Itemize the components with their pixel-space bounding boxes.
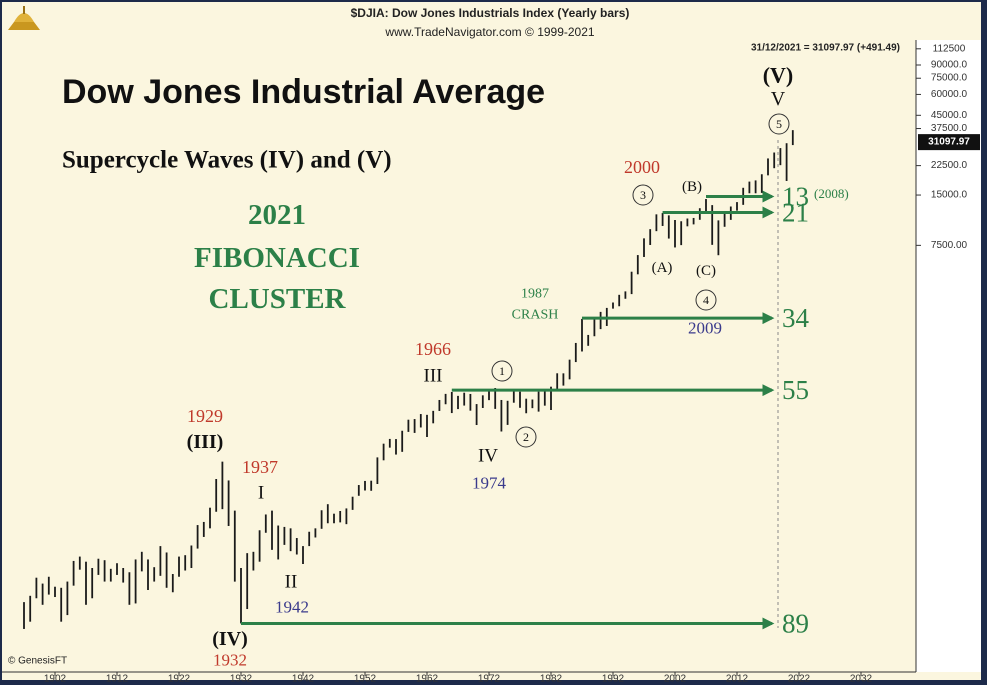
callout: 2021	[248, 199, 306, 231]
annotation: 1932	[213, 651, 247, 670]
annotation: 2009	[688, 319, 722, 338]
y-tick-label: 15000.0	[931, 190, 968, 201]
source: www.TradeNavigator.com © 1999-2021	[384, 25, 594, 39]
fib-label: 21	[782, 197, 809, 227]
credit: © GenesisFT	[8, 656, 67, 667]
annotation: IV	[478, 446, 498, 467]
x-tick-label: 1992	[602, 674, 625, 685]
callout: FIBONACCI	[194, 242, 360, 274]
y-tick-label: 90000.0	[931, 59, 968, 70]
last-value-box	[918, 134, 980, 151]
fib-note: (2008)	[814, 186, 849, 201]
annotation: 1966	[415, 339, 451, 359]
annotation: 1929	[187, 406, 223, 426]
annotation: III	[424, 366, 443, 387]
annotation: 4	[703, 293, 709, 307]
wave-circle	[515, 426, 537, 448]
x-tick-label: 1902	[44, 674, 67, 685]
last-quote: 31/12/2021 = 31097.97 (+491.49)	[751, 43, 900, 54]
x-tick-label: 2022	[788, 674, 811, 685]
annotation: 5	[776, 117, 782, 131]
annotation: 1987	[521, 287, 549, 302]
fib-label: 13	[782, 182, 809, 212]
wave-circle	[632, 184, 654, 206]
x-tick-label: 1932	[230, 674, 253, 685]
annotation: (IV)	[212, 628, 248, 650]
chart-title: Dow Jones Industrial Average	[62, 73, 545, 111]
x-tick-label: 2012	[726, 674, 749, 685]
wave-circle	[491, 360, 513, 382]
y-tick-label: 60000.0	[931, 89, 968, 100]
subtitle: Supercycle Waves (IV) and (V)	[62, 147, 392, 174]
annotation: 1937	[242, 457, 278, 477]
wave-circle	[768, 113, 790, 135]
annotation: II	[285, 572, 298, 593]
annotation: 1974	[472, 474, 507, 493]
x-tick-label: 1942	[292, 674, 315, 685]
fib-label: 55	[782, 375, 809, 405]
annotation: V	[771, 88, 786, 110]
x-tick-label: 1952	[354, 674, 377, 685]
y-tick-label: 45000.0	[931, 110, 968, 121]
x-tick-label: 1922	[168, 674, 191, 685]
annotation: I	[258, 483, 264, 504]
logo	[8, 6, 40, 30]
annotation: 3	[640, 188, 646, 202]
annotation: CRASH	[512, 308, 559, 323]
annotation: 2000	[624, 157, 660, 177]
y-tick-label: 7500.00	[931, 240, 968, 251]
y-tick-label: 22500.0	[931, 160, 968, 171]
fib-label: 34	[782, 303, 810, 333]
fib-label: 89	[782, 608, 809, 638]
annotation: (III)	[187, 431, 224, 453]
annotation: (B)	[682, 179, 702, 195]
annotation: 1942	[275, 598, 309, 617]
x-tick-label: 1972	[478, 674, 501, 685]
x-tick-label: 2002	[664, 674, 687, 685]
callout: CLUSTER	[209, 283, 347, 315]
annotation: 1	[499, 364, 505, 378]
last-value-label: 31097.97	[928, 137, 970, 148]
x-tick-label: 2032	[850, 674, 873, 685]
annotation: 2	[523, 430, 529, 444]
y-tick-label: 75000.0	[931, 73, 968, 84]
y-tick-label: 112500	[933, 43, 966, 54]
wave-circle	[695, 289, 717, 311]
x-tick-label: 1962	[416, 674, 439, 685]
y-tick-label: 37500.0	[931, 123, 968, 134]
x-tick-label: 1912	[106, 674, 129, 685]
annotation: (V)	[763, 63, 794, 88]
annotation: (A)	[652, 260, 673, 276]
header: $DJIA: Dow Jones Industrials Index (Year…	[351, 6, 630, 20]
x-tick-label: 1982	[540, 674, 563, 685]
annotation: (C)	[696, 263, 716, 279]
